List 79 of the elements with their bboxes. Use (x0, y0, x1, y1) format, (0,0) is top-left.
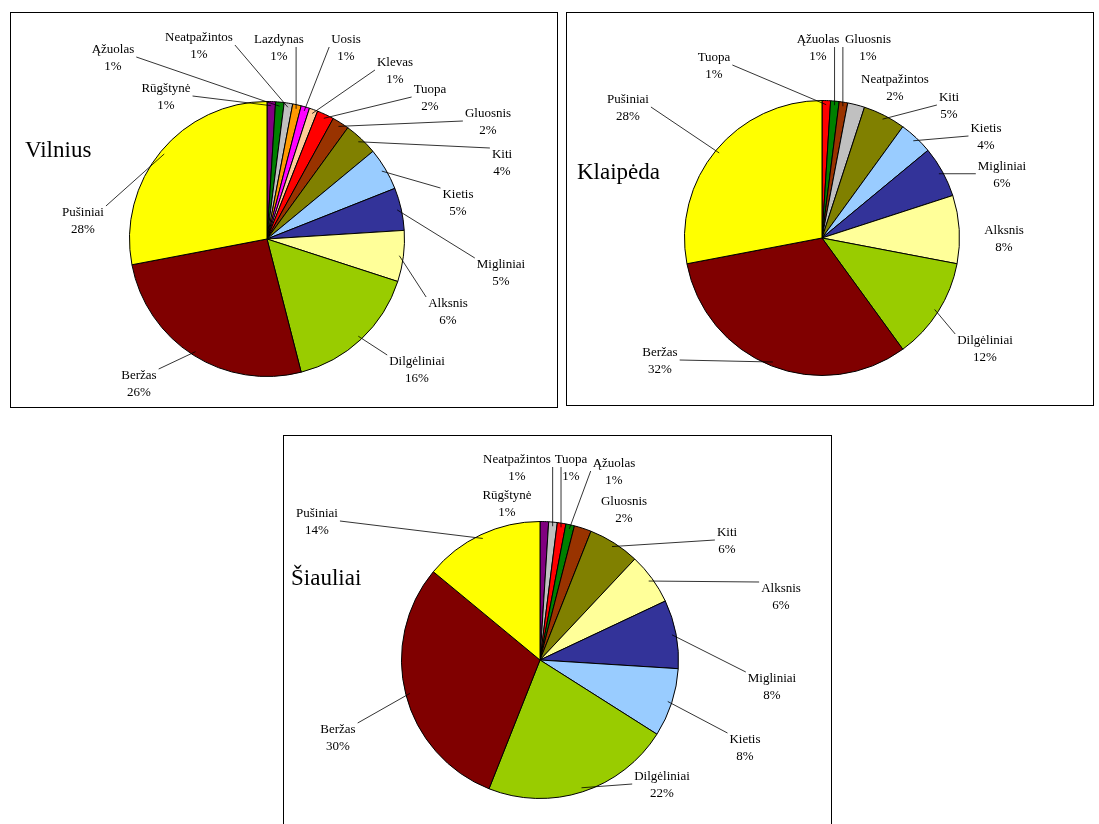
data-label: 8% (763, 687, 781, 703)
slice-label: Alksnis (761, 580, 801, 596)
slice-label: Pušiniai (296, 505, 339, 521)
slice-label: Beržas (320, 721, 356, 737)
data-label: 1% (104, 58, 122, 74)
data-label: 1% (705, 66, 723, 82)
slice-label: Beržas (642, 344, 678, 360)
slice-label: Neatpažintos (483, 451, 551, 467)
data-label: 1% (337, 48, 355, 64)
slice-label: Neatpažintos (165, 29, 233, 45)
data-label: 14% (305, 522, 330, 538)
slice-label: Tuopa (554, 451, 588, 467)
data-label: 1% (809, 48, 827, 64)
slice-label: Migliniai (747, 670, 797, 686)
slice-label: Kietis (442, 186, 474, 202)
data-label: 6% (718, 541, 736, 557)
data-label: 5% (449, 203, 467, 219)
data-label: 2% (886, 88, 904, 104)
slice-label: Ąžuolas (592, 455, 636, 471)
data-label: 1% (605, 472, 623, 488)
slice-label: Kietis (970, 120, 1002, 136)
data-label: 2% (615, 510, 633, 526)
data-label: 6% (993, 175, 1011, 191)
slice-label: Rūgštynė (141, 80, 191, 96)
slice-label: Migliniai (476, 256, 526, 272)
slice-label: Gluosnis (600, 493, 648, 509)
slice-label: Gluosnis (844, 31, 892, 47)
data-label: 2% (421, 98, 439, 114)
data-label: 22% (650, 785, 675, 801)
slice-label: Dilgėliniai (634, 768, 691, 784)
data-label: 1% (859, 48, 877, 64)
slice-label: Pušiniai (62, 204, 105, 220)
data-label: 16% (405, 370, 430, 386)
slice-label: Alksnis (984, 222, 1024, 238)
data-label: 28% (71, 221, 96, 237)
slice-label: Rūgštynė (482, 487, 532, 503)
data-label: 5% (492, 273, 510, 289)
data-label: 5% (940, 106, 958, 122)
data-label: 8% (736, 748, 754, 764)
slice-label: Uosis (331, 31, 361, 47)
data-label: 1% (508, 468, 526, 484)
data-label: 1% (190, 46, 208, 62)
data-label: 12% (973, 349, 998, 365)
slice-label: Ąžuolas (796, 31, 840, 47)
slice-label: Migliniai (977, 158, 1027, 174)
text: Šiauliai (291, 564, 362, 591)
data-label: 1% (498, 504, 516, 520)
text: Vilnius (25, 137, 92, 163)
slice-label: Gluosnis (464, 105, 512, 121)
slice-label: Ąžuolas (91, 41, 135, 57)
slice-label: Klevas (376, 54, 414, 70)
data-label: 28% (616, 108, 641, 124)
data-label: 1% (157, 97, 175, 113)
data-label: 6% (439, 312, 457, 328)
data-label: 2% (479, 122, 497, 138)
data-label: 4% (977, 137, 995, 153)
data-label: 1% (386, 71, 404, 87)
slice-label: Kiti (716, 524, 738, 540)
slice-label: Lazdynas (254, 31, 304, 47)
text: Klaipėda (577, 159, 661, 185)
data-label: 8% (995, 239, 1013, 255)
data-label: 26% (127, 384, 152, 400)
slice-label: Kiti (938, 89, 960, 105)
data-label: 4% (493, 163, 511, 179)
data-label: 1% (270, 48, 288, 64)
slice-label: Tuopa (697, 49, 731, 65)
slice-label: Neatpažintos (861, 71, 929, 87)
slice-label: Alksnis (428, 295, 468, 311)
slice-label: Kiti (491, 146, 513, 162)
slice-label: Beržas (121, 367, 157, 383)
slice-label: Tuopa (413, 81, 447, 97)
data-label: 32% (648, 361, 673, 377)
slice-label: Dilgėliniai (957, 332, 1014, 348)
slice-label: Kietis (729, 731, 761, 747)
data-label: 30% (326, 738, 351, 754)
data-label: 6% (772, 597, 790, 613)
data-label: 1% (562, 468, 580, 484)
slice-label: Dilgėliniai (389, 353, 446, 369)
slice-label: Pušiniai (607, 91, 650, 107)
